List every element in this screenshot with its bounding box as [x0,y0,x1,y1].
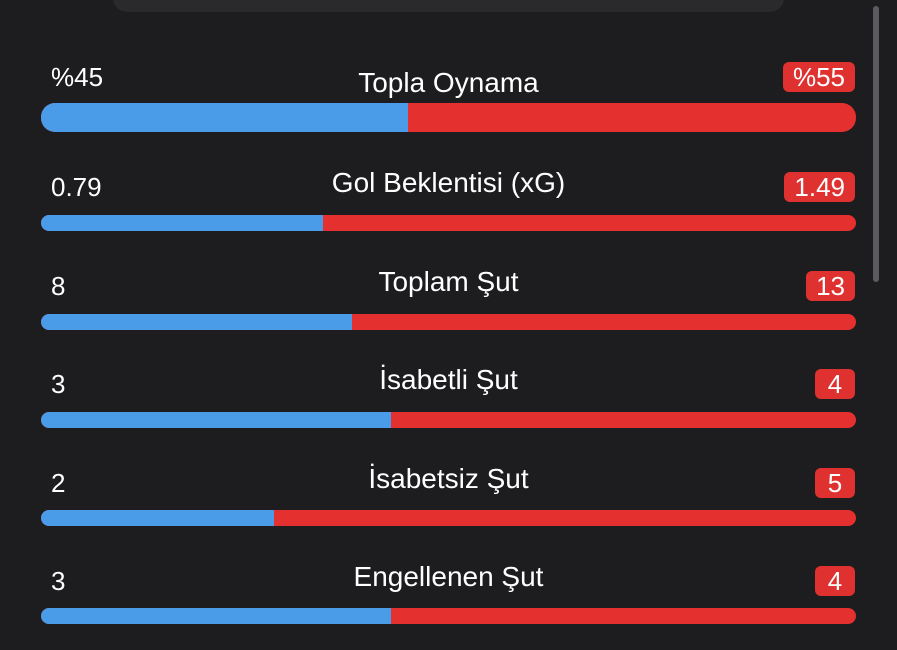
away-value-badge: 4 [815,369,855,399]
stat-row-blocked-shots: 3 Engellenen Şut 4 [0,561,897,644]
comparison-bar [41,510,856,526]
home-value: 3 [51,369,66,399]
stat-row-possession: %45 Topla Oynama %55 [0,60,897,140]
away-value-badge: 4 [815,566,855,596]
stat-label: Topla Oynama [358,67,539,98]
comparison-bar [41,608,856,624]
home-bar-fill [41,608,391,624]
away-value-badge: 13 [806,271,855,301]
home-bar-fill [41,314,352,330]
stat-row-shots-off-target: 2 İsabetsiz Şut 5 [0,463,897,546]
stat-label: Toplam Şut [378,266,519,297]
home-value: %45 [51,62,104,92]
home-bar-fill [41,412,391,428]
stat-label: İsabetsiz Şut [368,463,529,494]
comparison-bar [41,412,856,428]
stat-label: Gol Beklentisi (xG) [331,167,566,198]
stat-row-xg: 0.79 Gol Beklentisi (xG) 1.49 [0,167,897,250]
home-value: 3 [51,566,66,596]
header-card [113,0,784,12]
away-value-badge: 1.49 [784,172,855,202]
home-value: 0.79 [51,172,102,202]
away-value-badge: 5 [815,468,855,498]
home-value: 8 [51,271,66,301]
comparison-bar [41,103,856,132]
stat-label: İsabetli Şut [379,364,518,395]
comparison-bar [41,215,856,231]
comparison-bar [41,314,856,330]
home-bar-fill [41,510,275,526]
stat-row-total-shots: 8 Toplam Şut 13 [0,266,897,349]
home-bar-fill [41,103,408,132]
stat-label: Engellenen Şut [353,561,544,592]
home-bar-fill [41,215,323,231]
stat-row-shots-on-target: 3 İsabetli Şut 4 [0,364,897,447]
scrollbar[interactable] [873,6,879,282]
away-value-badge: %55 [782,62,855,92]
home-value: 2 [51,468,66,498]
